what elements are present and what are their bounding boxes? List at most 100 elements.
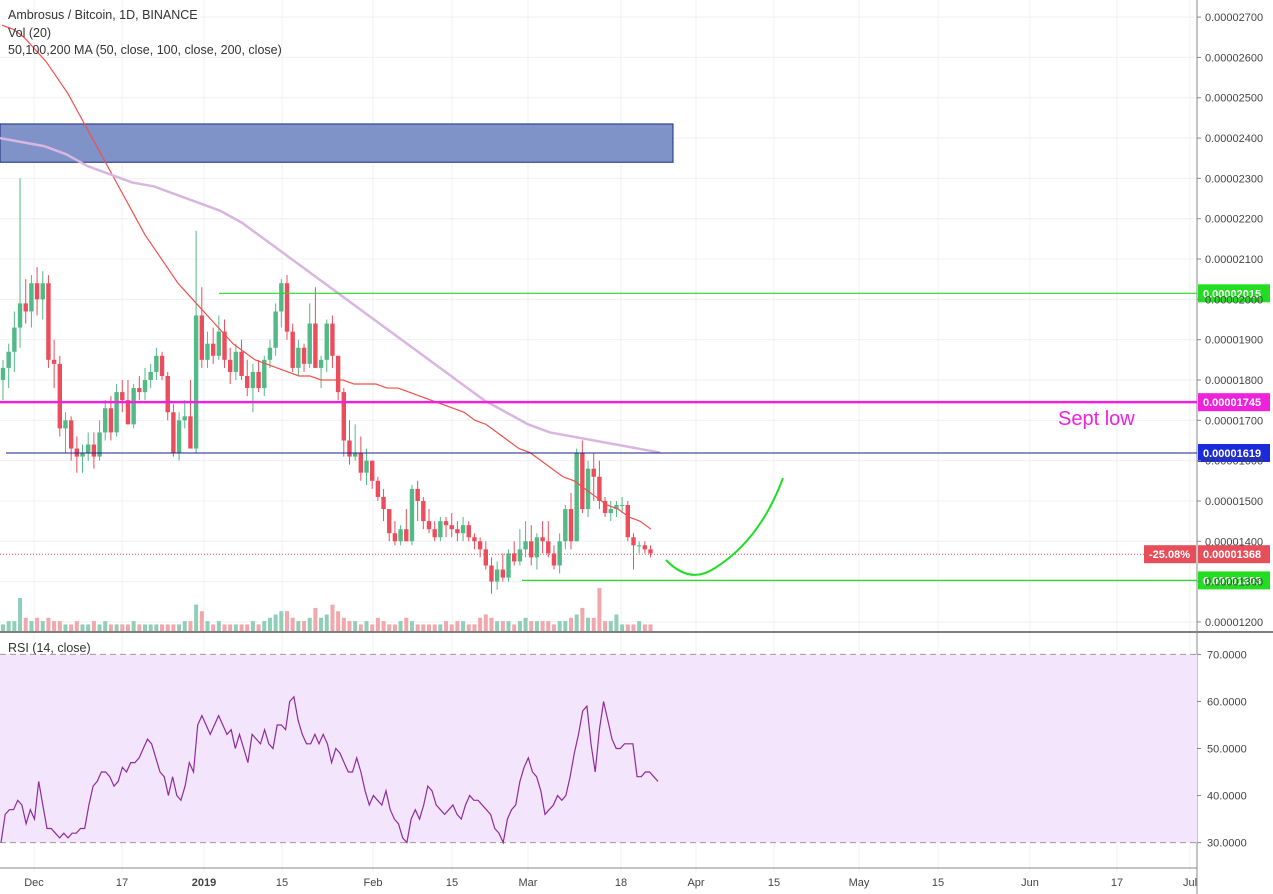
badge-navy-text: 0.00001619 (1203, 448, 1261, 460)
volume-bar (262, 621, 267, 631)
candle-body (375, 480, 381, 497)
volume-bar (648, 624, 653, 631)
volume-bar (625, 624, 630, 631)
candle-body (273, 311, 278, 348)
volume-bar (500, 621, 505, 631)
volume-bar (160, 624, 165, 631)
candle-body (602, 500, 608, 514)
volume-bar (307, 617, 312, 631)
price-tick-label: 0.00002200 (1205, 214, 1263, 226)
volume-bar (478, 617, 483, 631)
volume-bar (52, 621, 57, 631)
volume-bar (427, 624, 431, 631)
volume-bar (97, 624, 102, 631)
volume-bar (461, 621, 466, 631)
candle-body (506, 553, 511, 578)
candle-body (426, 521, 432, 530)
candle-body (449, 525, 454, 530)
candle-body (46, 283, 51, 360)
volume-bar (211, 624, 216, 631)
volume-bar (466, 624, 471, 631)
candle-body (619, 505, 625, 506)
candle-body (455, 529, 460, 534)
candle-body (574, 452, 579, 542)
candle-body (415, 488, 420, 501)
date-tick-label: Jul (1183, 877, 1197, 889)
candle-body (313, 323, 318, 368)
candle-body (341, 392, 346, 441)
candle-body (239, 351, 244, 376)
candle-body (500, 569, 506, 578)
badge-sept-low-text: 0.00001745 (1203, 397, 1261, 409)
candle-body (483, 549, 488, 566)
badge-current-price-text: 0.00001368 (1203, 549, 1261, 561)
price-tick-label: 0.00001400 (1205, 536, 1263, 548)
volume-bar (381, 621, 386, 631)
candle-body (165, 375, 170, 413)
candle-body (387, 509, 392, 534)
volume-bar (273, 614, 278, 631)
candle-body (131, 388, 136, 425)
candlesticks (0, 178, 653, 594)
candle-body (279, 283, 284, 312)
volume-bar (597, 588, 602, 631)
volume-bar (131, 621, 136, 631)
candle-body (625, 505, 630, 538)
candle-body (210, 343, 216, 356)
candle-body (222, 331, 227, 360)
volume-bar (233, 624, 238, 631)
candle-body (6, 351, 11, 368)
candle-body (284, 283, 290, 332)
badge-sept-low-bg (1198, 393, 1270, 412)
volume-bar (199, 611, 204, 631)
volume-bar (285, 611, 289, 631)
price-tick-label: 0.00001600 (1205, 456, 1263, 468)
candle-body (438, 521, 443, 538)
volume-bar (250, 621, 255, 631)
date-tick-label: 15 (276, 877, 288, 889)
volume-bar (319, 617, 324, 631)
horizontal-levels[interactable]: 0.00002015 0.00001745 0.00001619 0.00001368… (0, 284, 1270, 590)
moving-averages (0, 24, 661, 530)
volume-bar (177, 624, 182, 631)
price-axis[interactable]: 0.00002700 0.00002600 0.00002500 0.00002400… (1197, 12, 1263, 850)
volume-bar (347, 621, 352, 631)
volume-bar (222, 624, 227, 631)
volume-bar (80, 624, 85, 631)
candle-body (0, 367, 6, 380)
ma-50-line (1, 24, 652, 530)
candle-body (636, 545, 642, 547)
price-tick-label: 0.00002000 (1205, 294, 1263, 306)
volume-bar (512, 624, 517, 631)
candle-body (358, 452, 364, 473)
volume-bar (6, 621, 11, 631)
candle-body (523, 541, 528, 550)
candle-body (307, 323, 312, 364)
candle-body (642, 545, 648, 550)
candle-body (568, 509, 574, 542)
candle-body (614, 505, 619, 510)
volume-bar (472, 624, 477, 631)
candle-body (159, 355, 165, 376)
candle-body (352, 452, 358, 457)
volume-bar (506, 621, 511, 631)
volume-bar (256, 624, 261, 631)
volume-bar (591, 617, 596, 631)
rsi-tick-label: 30.0000 (1207, 838, 1247, 850)
volume-bar (103, 621, 108, 631)
volume-bar (313, 607, 318, 631)
price-tick-label: 0.00001300 (1205, 577, 1263, 589)
resistance-zone[interactable] (0, 123, 674, 163)
volume-bar (108, 624, 113, 631)
volume-bar (74, 621, 79, 631)
volume-bar (523, 617, 528, 631)
time-axis[interactable]: Dec 17 2019 15 Feb 15 Mar 18 Apr 15 May 15 Jun 17 Jul (24, 877, 1197, 889)
candle-body (477, 541, 483, 550)
candle-body (142, 380, 148, 393)
candle-body (12, 327, 17, 352)
volume-bar (194, 604, 199, 631)
volume-legend: Vol (20) (8, 26, 52, 40)
volume-bar (1, 624, 5, 631)
candle-body (517, 549, 523, 562)
